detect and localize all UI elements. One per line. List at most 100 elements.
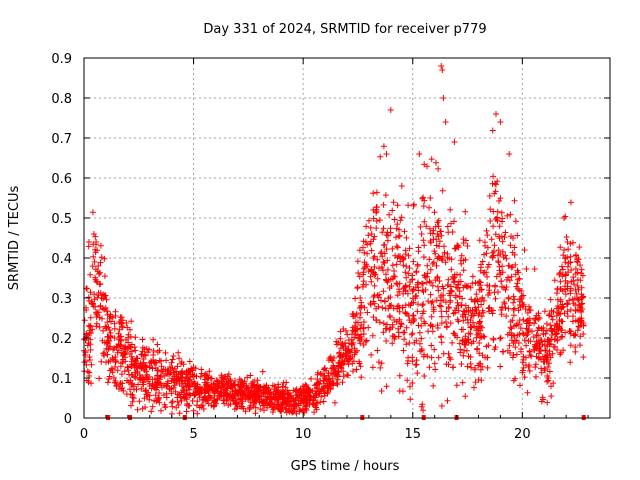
data-point bbox=[156, 357, 163, 364]
data-point bbox=[435, 354, 442, 361]
data-point bbox=[154, 349, 161, 356]
data-point bbox=[446, 255, 453, 262]
data-point bbox=[516, 287, 523, 294]
data-point bbox=[532, 315, 539, 321]
data-point bbox=[532, 361, 539, 368]
data-point bbox=[357, 340, 364, 347]
data-point bbox=[226, 396, 232, 403]
data-point bbox=[139, 348, 146, 355]
data-point bbox=[134, 406, 141, 413]
data-point bbox=[533, 338, 540, 345]
data-point bbox=[507, 211, 514, 218]
data-point bbox=[521, 337, 528, 344]
data-point bbox=[447, 283, 454, 290]
data-point bbox=[96, 324, 103, 330]
data-point bbox=[92, 233, 99, 240]
data-point bbox=[544, 336, 551, 343]
data-point bbox=[104, 339, 111, 346]
data-point bbox=[485, 292, 492, 298]
data-point bbox=[553, 330, 560, 337]
data-point bbox=[558, 305, 565, 312]
data-point bbox=[511, 305, 518, 312]
data-point bbox=[358, 336, 365, 343]
data-point bbox=[553, 312, 560, 319]
data-point bbox=[341, 357, 348, 364]
data-point bbox=[390, 305, 397, 312]
data-point bbox=[458, 252, 465, 259]
data-point bbox=[486, 283, 493, 289]
data-point bbox=[393, 225, 400, 232]
data-point bbox=[477, 282, 484, 289]
data-point bbox=[266, 389, 273, 396]
data-point bbox=[394, 292, 401, 299]
data-point bbox=[471, 384, 477, 391]
data-point bbox=[491, 346, 498, 353]
data-point bbox=[151, 397, 158, 404]
data-point bbox=[100, 291, 107, 298]
data-point bbox=[238, 395, 245, 402]
x-tick-label: 20 bbox=[514, 427, 531, 442]
data-point bbox=[166, 371, 173, 378]
data-point bbox=[385, 295, 392, 302]
data-point bbox=[183, 408, 190, 415]
data-point bbox=[158, 363, 165, 370]
data-point bbox=[103, 296, 110, 303]
data-point bbox=[227, 401, 234, 407]
data-point bbox=[383, 232, 390, 238]
data-point bbox=[489, 180, 496, 187]
data-point bbox=[98, 254, 105, 261]
data-point bbox=[415, 284, 422, 291]
data-point bbox=[335, 339, 342, 346]
data-point bbox=[331, 399, 338, 406]
data-point bbox=[566, 297, 573, 304]
data-point bbox=[405, 301, 412, 308]
data-point bbox=[380, 259, 387, 265]
data-point bbox=[162, 366, 169, 373]
data-point bbox=[356, 360, 363, 367]
data-point bbox=[325, 376, 332, 383]
data-point bbox=[355, 319, 361, 326]
data-point bbox=[94, 279, 101, 286]
data-point bbox=[357, 310, 364, 316]
data-point bbox=[154, 341, 161, 348]
data-point bbox=[382, 192, 389, 199]
data-point bbox=[501, 300, 508, 307]
data-point bbox=[525, 338, 532, 344]
data-point bbox=[106, 345, 112, 352]
data-point bbox=[551, 277, 558, 284]
data-point bbox=[274, 391, 281, 398]
y-axis: 0 0.1 0.2 0.3 0.4 0.5 0.6 0.7 0.8 0.9 bbox=[51, 52, 610, 427]
data-point bbox=[351, 334, 358, 341]
data-point bbox=[435, 217, 442, 224]
data-point bbox=[146, 363, 153, 369]
data-point bbox=[567, 328, 574, 335]
data-point bbox=[399, 388, 406, 395]
data-point bbox=[544, 378, 551, 385]
data-point bbox=[158, 358, 164, 365]
data-point bbox=[354, 258, 361, 265]
data-point bbox=[435, 223, 442, 230]
data-point bbox=[387, 107, 394, 113]
data-point bbox=[520, 364, 527, 371]
data-point bbox=[313, 404, 320, 411]
data-point bbox=[499, 269, 506, 276]
data-point bbox=[531, 266, 538, 272]
data-point bbox=[104, 379, 111, 386]
data-point bbox=[402, 310, 409, 317]
data-point bbox=[503, 284, 510, 290]
data-point bbox=[388, 302, 395, 309]
data-point bbox=[176, 410, 183, 417]
data-point bbox=[483, 269, 490, 276]
data-point bbox=[173, 404, 180, 411]
data-point bbox=[343, 353, 350, 360]
data-point bbox=[118, 371, 125, 378]
data-point bbox=[559, 266, 566, 273]
data-point bbox=[220, 389, 227, 396]
data-point bbox=[472, 306, 479, 313]
data-point bbox=[177, 391, 184, 398]
data-point bbox=[455, 318, 462, 325]
data-point bbox=[567, 359, 574, 366]
data-point bbox=[334, 371, 341, 378]
data-point bbox=[405, 354, 412, 361]
data-point bbox=[158, 407, 164, 414]
